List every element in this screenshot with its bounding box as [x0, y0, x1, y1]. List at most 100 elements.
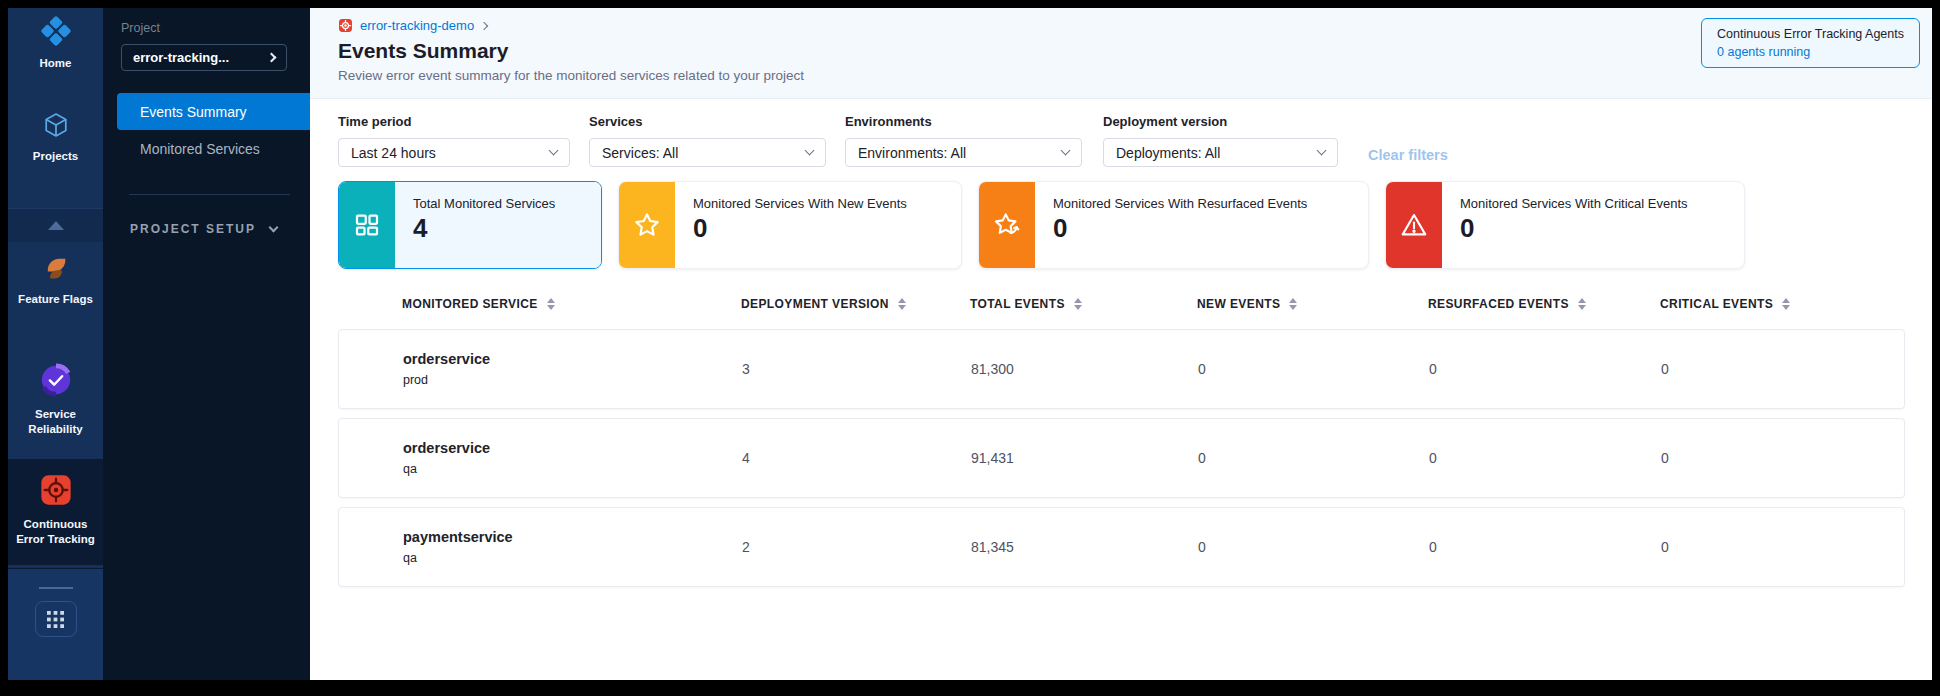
sidebar-item-label: Feature Flags: [18, 292, 93, 307]
total-events-cell: 81,300: [971, 361, 1198, 377]
deployment-version-value: Deployments: All: [1116, 145, 1220, 161]
star-icon: [619, 182, 675, 268]
resurfaced-events-cell: 0: [1429, 450, 1661, 466]
card-label: Monitored Services With Resurfaced Event…: [1053, 196, 1358, 211]
sidebar-item-label: Home: [40, 56, 72, 71]
column-header-total-events[interactable]: TOTAL EVENTS: [970, 297, 1197, 311]
projects-cube-icon: [42, 111, 70, 143]
chevron-down-icon: [1061, 146, 1071, 156]
page-title: Events Summary: [338, 39, 1932, 63]
sort-icon: [898, 298, 906, 310]
services-value: Services: All: [602, 145, 678, 161]
project-label: Project: [121, 21, 310, 35]
card-value: 0: [1460, 213, 1734, 244]
sidebar-item-projects[interactable]: Projects: [8, 101, 103, 174]
clear-filters-button[interactable]: Clear filters: [1368, 147, 1448, 163]
card-value: 0: [1053, 213, 1358, 244]
sidebar-item-service-reliability[interactable]: Service Reliability: [8, 353, 103, 447]
error-tracking-icon: [338, 18, 353, 33]
grid-icon: [339, 182, 395, 268]
service-environment: qa: [403, 462, 742, 476]
summary-cards: Total Monitored Services 4 Monitored Ser…: [338, 181, 1932, 269]
warning-triangle-icon: [1386, 182, 1442, 268]
chevron-down-icon: [805, 146, 815, 156]
service-name: orderservice: [403, 440, 742, 456]
time-period-label: Time period: [338, 114, 570, 129]
card-total-monitored-services[interactable]: Total Monitored Services 4: [338, 181, 602, 269]
project-selector[interactable]: error-tracking...: [121, 44, 287, 71]
column-header-monitored-service[interactable]: MONITORED SERVICE: [338, 297, 741, 311]
harness-home-icon: [41, 16, 71, 50]
critical-events-cell: 0: [1661, 450, 1904, 466]
sidebar-item-home[interactable]: Home: [8, 8, 103, 81]
column-header-resurfaced-events[interactable]: RESURFACED EVENTS: [1428, 297, 1660, 311]
card-services-with-new-events[interactable]: Monitored Services With New Events 0: [618, 181, 962, 269]
sidebar-item-continuous-error-tracking[interactable]: Continuous Error Tracking: [8, 473, 103, 547]
sort-icon: [547, 298, 555, 310]
table-row[interactable]: orderservice prod 3 81,300 0 0 0: [338, 329, 1905, 409]
sort-icon: [1074, 298, 1082, 310]
filters-bar: Time period Last 24 hours Services Servi…: [310, 99, 1932, 167]
time-period-value: Last 24 hours: [351, 145, 436, 161]
chevron-down-icon: [269, 223, 279, 233]
services-select[interactable]: Services: All: [589, 138, 826, 167]
service-name: orderservice: [403, 351, 742, 367]
table-header-row: MONITORED SERVICE DEPLOYMENT VERSION TOT…: [338, 279, 1905, 329]
project-setup-label: PROJECT SETUP: [130, 222, 256, 236]
agents-status-box: Continuous Error Tracking Agents 0 agent…: [1701, 18, 1920, 68]
card-label: Total Monitored Services: [413, 196, 591, 211]
agents-box-title: Continuous Error Tracking Agents: [1717, 27, 1904, 41]
chevron-down-icon: [1317, 146, 1327, 156]
subnav-item-events-summary[interactable]: Events Summary: [117, 93, 310, 130]
sidebar-divider: [39, 587, 73, 589]
card-value: 0: [693, 213, 951, 244]
column-header-critical-events[interactable]: CRITICAL EVENTS: [1660, 297, 1905, 311]
column-header-new-events[interactable]: NEW EVENTS: [1197, 297, 1428, 311]
column-header-deployment-version[interactable]: DEPLOYMENT VERSION: [741, 297, 970, 311]
error-tracking-icon: [39, 473, 73, 511]
card-services-with-critical-events[interactable]: Monitored Services With Critical Events …: [1385, 181, 1745, 269]
resurfaced-events-cell: 0: [1429, 539, 1661, 555]
feature-flags-icon: [42, 254, 70, 286]
breadcrumb: error-tracking-demo: [338, 18, 1932, 33]
agents-running-link[interactable]: 0 agents running: [1717, 45, 1904, 59]
project-setup-toggle[interactable]: PROJECT SETUP: [130, 222, 310, 236]
project-subnav: Project error-tracking... Events Summary…: [103, 8, 310, 680]
main-content: error-tracking-demo Events Summary Revie…: [310, 8, 1932, 680]
card-label: Monitored Services With New Events: [693, 196, 951, 211]
critical-events-cell: 0: [1661, 361, 1904, 377]
card-services-with-resurfaced-events[interactable]: Monitored Services With Resurfaced Event…: [978, 181, 1369, 269]
events-table: MONITORED SERVICE DEPLOYMENT VERSION TOT…: [338, 279, 1905, 587]
environments-label: Environments: [845, 114, 1082, 129]
deployment-version-select[interactable]: Deployments: All: [1103, 138, 1338, 167]
critical-events-cell: 0: [1661, 539, 1904, 555]
sidebar-scroll-up[interactable]: [8, 208, 103, 242]
services-label: Services: [589, 114, 826, 129]
deployment-version-cell: 2: [742, 539, 971, 555]
chevron-up-icon: [48, 221, 64, 230]
total-events-cell: 81,345: [971, 539, 1198, 555]
card-label: Monitored Services With Critical Events: [1460, 196, 1734, 211]
chevron-right-icon: [480, 21, 488, 29]
service-name: paymentservice: [403, 529, 742, 545]
service-reliability-icon: [39, 363, 73, 401]
chevron-down-icon: [549, 146, 559, 156]
table-row[interactable]: paymentservice qa 2 81,345 0 0 0: [338, 507, 1905, 587]
sidebar-item-feature-flags[interactable]: Feature Flags: [8, 244, 103, 317]
subnav-item-monitored-services[interactable]: Monitored Services: [117, 130, 310, 167]
deployment-version-cell: 4: [742, 450, 971, 466]
grid-icon: [47, 611, 64, 628]
all-modules-button[interactable]: [35, 601, 77, 637]
subnav-divider: [129, 194, 290, 195]
sidebar-item-label: Service Reliability: [11, 407, 100, 437]
service-environment: prod: [403, 373, 742, 387]
environments-value: Environments: All: [858, 145, 966, 161]
sort-icon: [1782, 298, 1790, 310]
time-period-select[interactable]: Last 24 hours: [338, 138, 570, 167]
table-row[interactable]: orderservice qa 4 91,431 0 0 0: [338, 418, 1905, 498]
resurfaced-events-cell: 0: [1429, 361, 1661, 377]
breadcrumb-project-link[interactable]: error-tracking-demo: [360, 18, 474, 33]
card-value: 4: [413, 213, 591, 244]
environments-select[interactable]: Environments: All: [845, 138, 1082, 167]
total-events-cell: 91,431: [971, 450, 1198, 466]
